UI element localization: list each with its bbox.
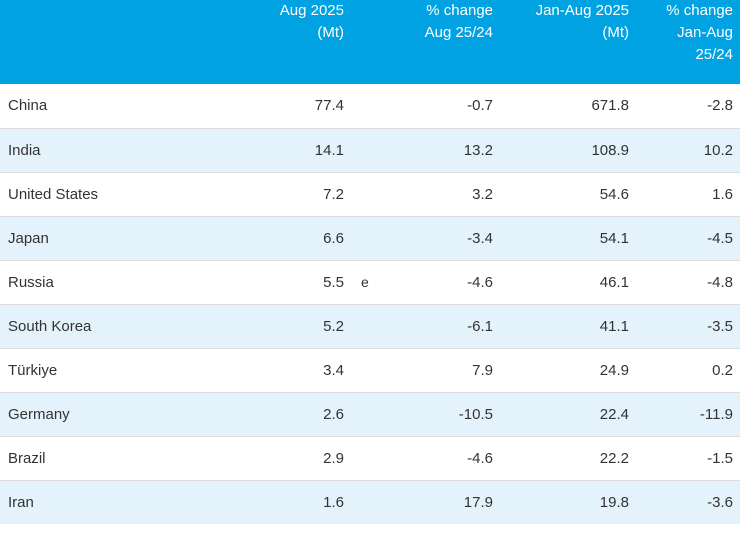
country-label: United States	[8, 185, 99, 203]
note-flag	[344, 348, 384, 392]
aug-value: 1.6	[323, 493, 344, 511]
aug-value: 5.2	[323, 317, 344, 335]
pct-janaug-value: -3.5	[707, 317, 733, 335]
note-flag	[344, 128, 384, 172]
pct-janaug-value: 1.6	[712, 185, 733, 203]
pct-aug-value: 7.9	[472, 361, 493, 379]
country-label: Iran	[8, 493, 34, 511]
header-row: Aug 2025 (Mt) % change Aug 25/24 Jan-Aug…	[0, 0, 740, 84]
country-label: Germany	[8, 405, 70, 423]
country-label: Türkiye	[8, 361, 58, 379]
country-label: Brazil	[8, 449, 46, 467]
aug-value: 2.6	[323, 405, 344, 423]
janaug-value: 19.8	[599, 493, 629, 511]
pct-aug-value: -6.1	[467, 317, 493, 335]
table-row-united-states: United States 7.2 3.2 54.6 1.6	[0, 172, 740, 216]
country-label: China	[8, 97, 48, 115]
aug-value: 14.1	[314, 141, 344, 159]
pct-janaug-value: -11.9	[699, 405, 733, 423]
janaug-value: 54.6	[599, 185, 629, 203]
note-flag: e	[361, 274, 369, 290]
pct-aug-value: -10.5	[458, 405, 493, 423]
crude-steel-production-table: Aug 2025 (Mt) % change Aug 25/24 Jan-Aug…	[0, 0, 740, 524]
table-row-south-korea: South Korea 5.2 -6.1 41.1 -3.5	[0, 304, 740, 348]
country-label: South Korea	[8, 317, 92, 335]
header-jan-aug-2025-mt: Jan-Aug 2025 (Mt)	[535, 2, 629, 41]
country-label: Japan	[8, 229, 49, 247]
janaug-value: 54.1	[599, 229, 629, 247]
aug-value: 77.4	[314, 97, 344, 115]
table-row-india: India 14.1 13.2 108.9 10.2	[0, 128, 740, 172]
pct-aug-value: 13.2	[463, 141, 493, 159]
table-body: China 77.4 -0.7 671.8 -2.8 India 14.1 13…	[0, 84, 740, 524]
note-flag	[344, 84, 384, 128]
aug-value: 5.5	[323, 273, 344, 291]
table-row-turkiye: Türkiye 3.4 7.9 24.9 0.2	[0, 348, 740, 392]
header-country	[0, 0, 250, 84]
pct-janaug-value: -4.5	[707, 229, 733, 247]
header-aug-2025-mt: Aug 2025 (Mt)	[279, 2, 344, 41]
pct-aug-value: -4.6	[467, 449, 493, 467]
janaug-value: 22.2	[599, 449, 629, 467]
pct-aug-value: -3.4	[467, 229, 493, 247]
pct-aug-value: -4.6	[467, 273, 493, 291]
note-flag	[344, 172, 384, 216]
janaug-value: 46.1	[599, 273, 629, 291]
header-note	[344, 0, 384, 84]
header-pct-change-jan-aug: % change Jan-Aug 25/24	[666, 2, 733, 63]
aug-value: 6.6	[323, 229, 344, 247]
country-label: India	[8, 141, 41, 159]
pct-janaug-value: -2.8	[707, 97, 733, 115]
table-row-russia: Russia 5.5 e -4.6 46.1 -4.8	[0, 260, 740, 304]
table-row-china: China 77.4 -0.7 671.8 -2.8	[0, 84, 740, 128]
note-flag	[344, 392, 384, 436]
pct-janaug-value: -1.5	[707, 449, 733, 467]
janaug-value: 24.9	[599, 361, 629, 379]
aug-value: 2.9	[323, 449, 344, 467]
pct-janaug-value: -4.8	[707, 273, 733, 291]
table-row-germany: Germany 2.6 -10.5 22.4 -11.9	[0, 392, 740, 436]
pct-aug-value: 3.2	[472, 185, 493, 203]
note-flag	[344, 216, 384, 260]
aug-value: 7.2	[323, 185, 344, 203]
table-row-iran: Iran 1.6 17.9 19.8 -3.6	[0, 480, 740, 524]
pct-janaug-value: -3.6	[707, 493, 733, 511]
country-label: Russia	[8, 273, 54, 291]
aug-value: 3.4	[323, 361, 344, 379]
note-flag	[344, 480, 384, 524]
header-pct-change-aug: % change Aug 25/24	[424, 2, 493, 41]
pct-janaug-value: 0.2	[712, 361, 733, 379]
table-row-brazil: Brazil 2.9 -4.6 22.2 -1.5	[0, 436, 740, 480]
table-row-japan: Japan 6.6 -3.4 54.1 -4.5	[0, 216, 740, 260]
janaug-value: 41.1	[599, 317, 629, 335]
janaug-value: 671.8	[591, 97, 629, 115]
pct-janaug-value: 10.2	[703, 141, 733, 159]
janaug-value: 22.4	[599, 405, 629, 423]
pct-aug-value: -0.7	[467, 97, 493, 115]
pct-aug-value: 17.9	[463, 493, 493, 511]
note-flag	[344, 436, 384, 480]
janaug-value: 108.9	[591, 141, 629, 159]
note-flag	[344, 304, 384, 348]
table-header: Aug 2025 (Mt) % change Aug 25/24 Jan-Aug…	[0, 0, 740, 84]
